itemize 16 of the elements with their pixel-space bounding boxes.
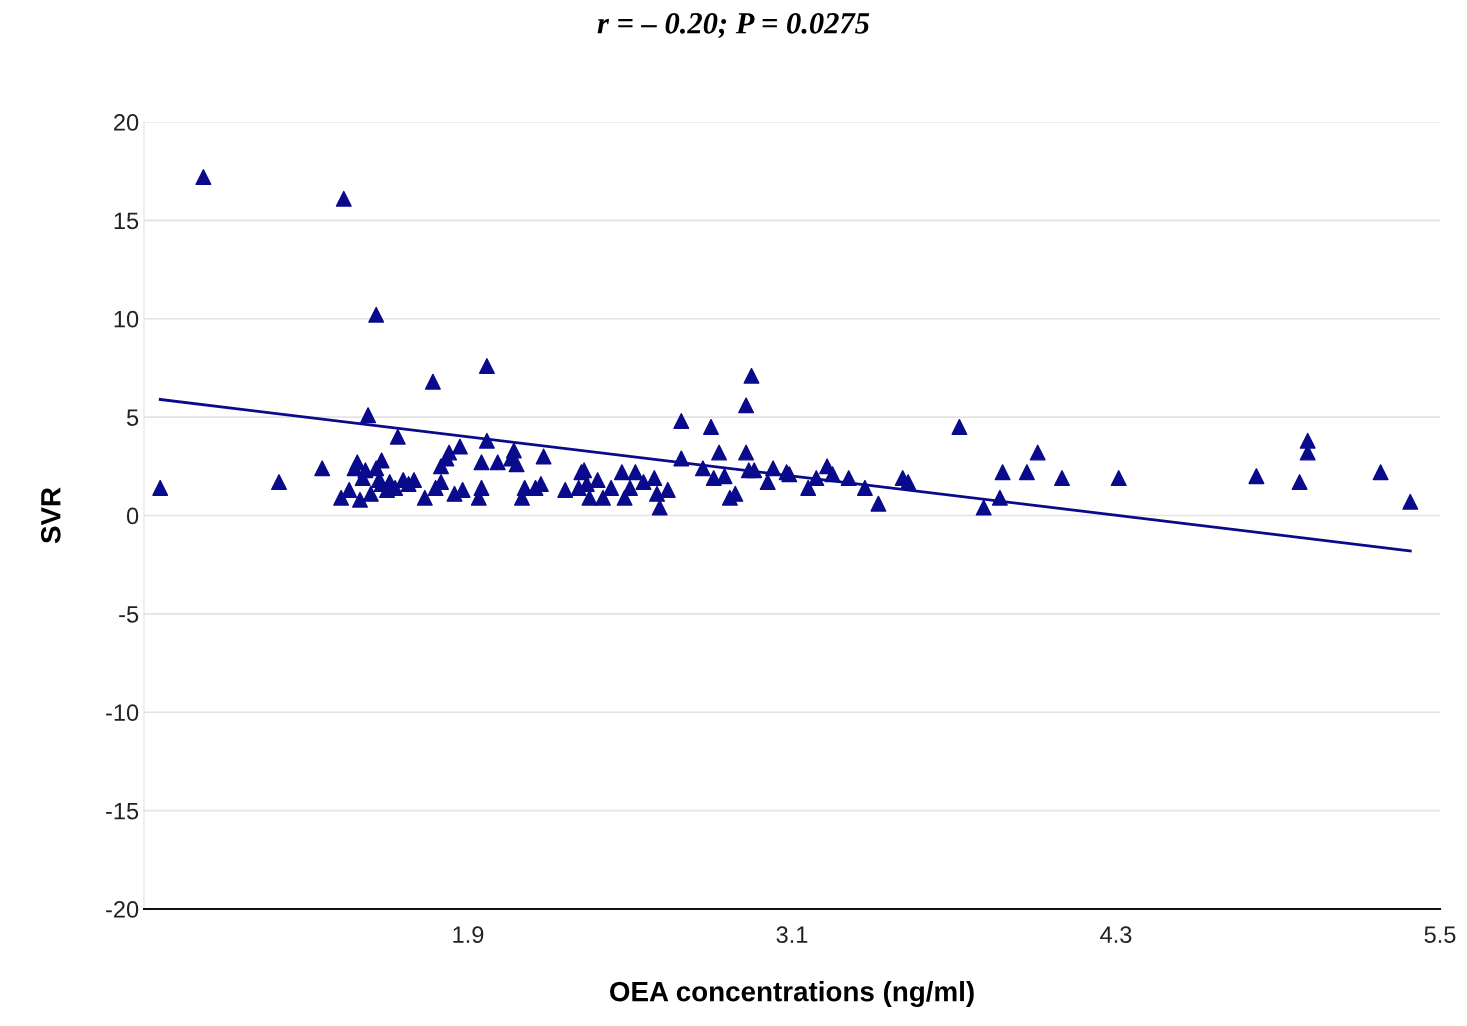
y-tick-label: -10	[106, 704, 139, 722]
y-axis-title: SVR	[40, 487, 61, 544]
y-tick-label: -15	[106, 802, 139, 820]
y-tick-label: 0	[126, 507, 139, 525]
chart-title: r = – 0.20; P = 0.0275	[597, 13, 870, 39]
x-tick-label: 5.5	[1424, 926, 1456, 944]
y-tick-label: 10	[114, 310, 139, 328]
x-tick-label: 4.3	[1100, 926, 1132, 944]
x-tick-label: 3.1	[776, 926, 808, 944]
x-tick-label: 1.9	[453, 926, 484, 944]
y-tick-label: 15	[114, 212, 139, 230]
y-tick-label: -20	[106, 901, 139, 918]
y-tick-label: 5	[126, 409, 139, 426]
y-tick-label: 20	[114, 114, 139, 131]
x-axis-title: OEA concentrations (ng/ml)	[610, 981, 974, 1008]
y-tick-label: -5	[119, 606, 139, 623]
